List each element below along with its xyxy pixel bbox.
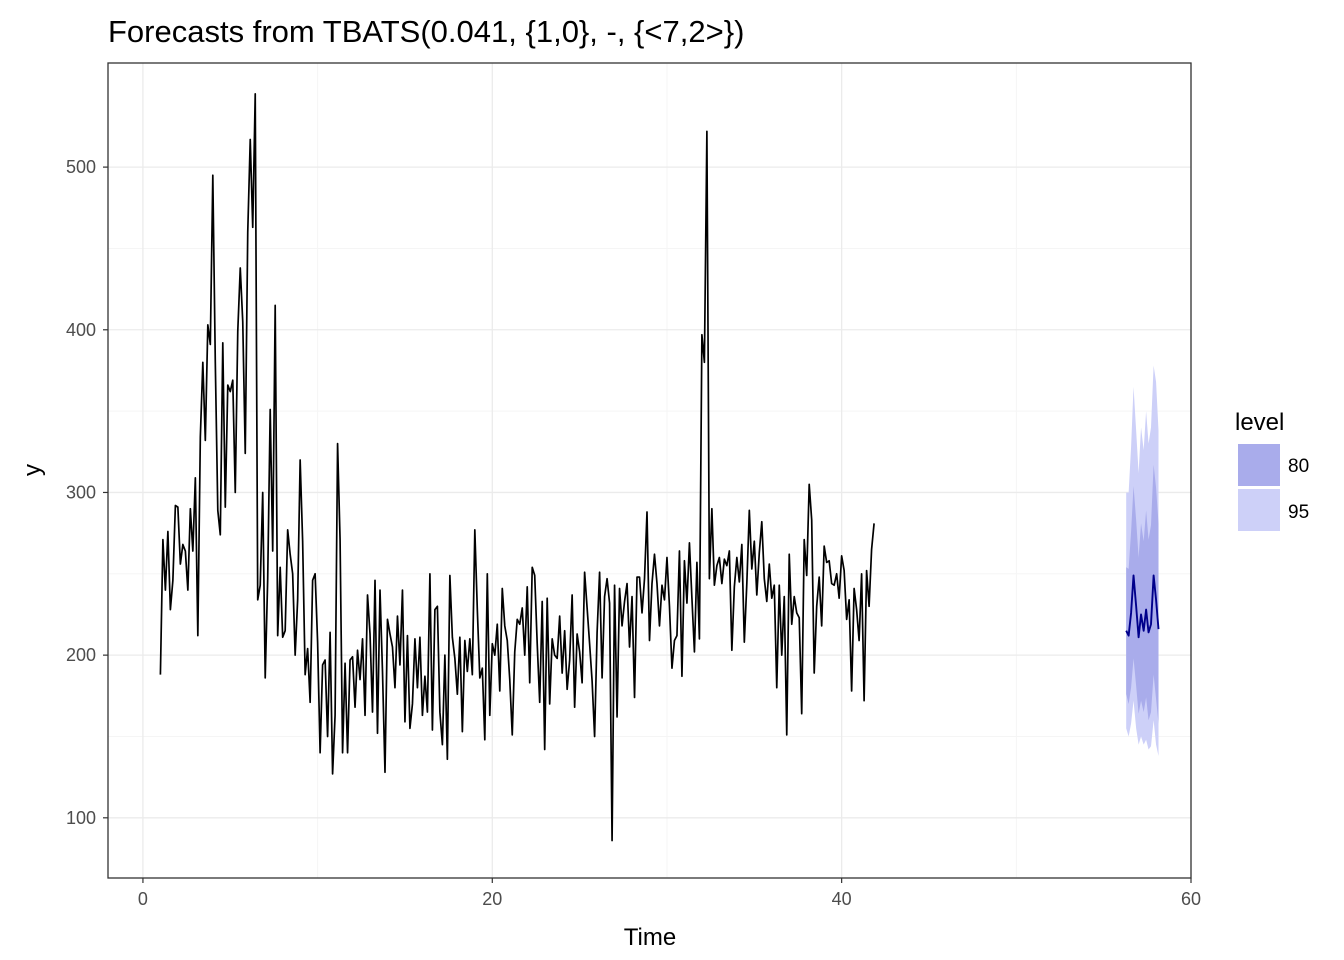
history-line xyxy=(159,93,875,842)
interval-80-area xyxy=(1126,464,1159,724)
legend-label-80: 80 xyxy=(1288,456,1309,477)
legend-label-95: 95 xyxy=(1288,502,1309,523)
y-tick-label: 100 xyxy=(66,808,96,828)
legend-key-95 xyxy=(1238,489,1280,531)
chart-title: Forecasts from TBATS(0.041, {1,0}, -, {<… xyxy=(108,14,744,49)
forecast-series xyxy=(1125,574,1160,639)
x-axis-ticks: 0 20 40 60 xyxy=(138,878,1201,909)
legend: level 80 95 xyxy=(1235,409,1309,531)
x-axis-label: Time xyxy=(624,924,676,951)
x-tick-label: 60 xyxy=(1181,889,1201,909)
interval-80-band xyxy=(1126,464,1159,724)
y-tick-label: 500 xyxy=(66,157,96,177)
x-tick-label: 20 xyxy=(482,889,502,909)
y-tick-label: 300 xyxy=(66,482,96,502)
y-tick-label: 200 xyxy=(66,645,96,665)
history-series xyxy=(159,93,875,842)
x-tick-label: 40 xyxy=(832,889,852,909)
legend-key-80 xyxy=(1238,444,1280,486)
y-tick-label: 400 xyxy=(66,320,96,340)
panel-border xyxy=(107,62,1192,879)
y-axis-ticks: 100 200 300 400 500 xyxy=(66,157,108,828)
forecast-mean-line xyxy=(1125,574,1160,639)
x-tick-label: 0 xyxy=(138,889,148,909)
y-axis-label: y xyxy=(19,464,46,476)
legend-title: level xyxy=(1235,409,1284,436)
